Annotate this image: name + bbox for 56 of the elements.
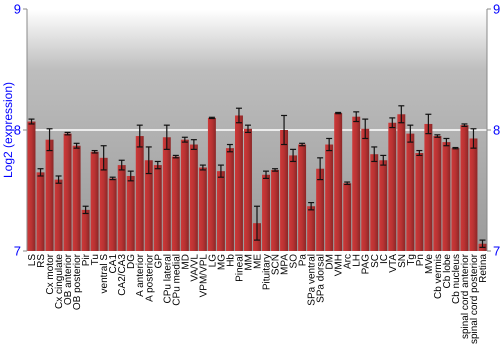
x-tick-label: Cb nucleus [450,254,462,304]
x-tick-label: VA/VL [189,254,200,282]
x-tick-label: SC [370,254,381,268]
x-tick-label: Hb [225,254,236,267]
x-tick-label: Retina [478,254,489,283]
x-tick-label: A posterior [144,253,156,302]
x-tick-label: CA2/CA3 [117,254,128,296]
x-tick-label: RS [36,254,48,268]
x-tick-label: MPA [280,254,291,275]
x-tick-label: A anterior [135,253,146,297]
x-tick-label: Pir [81,253,92,266]
y-tick-label: 8 [14,122,21,138]
y2-tick-label: 8 [493,122,500,138]
y-tick-label: 7 [14,244,21,259]
x-tick-label: Cb vermis [432,254,444,300]
x-tick-label: SCN [270,254,282,276]
x-tick-label: DG [126,254,138,269]
x-tick-label: SO [288,254,300,268]
x-tick-label: spinal cord anterior [460,253,471,340]
x-tick-label: PAG [360,254,372,274]
x-tick-label: Pn [414,254,426,266]
x-tick-label: Cb lobe [442,254,453,288]
x-tick-label: CPu lateral [162,254,174,304]
x-tick-label: DM [324,254,336,270]
x-tick-label: MVe [424,254,435,274]
x-tick-label: spinal cord posterior [468,253,480,344]
y-axis-title: Log2 (expression) [1,82,15,178]
x-tick-label: LS [27,254,38,266]
x-tick-label: CA1 [108,254,120,274]
x-tick-label: Pituitary [262,254,273,290]
x-tick-label: SN [396,254,408,268]
x-tick-label: VTA [388,254,399,273]
x-tick-label: SPa dorsal [316,254,327,303]
x-tick-label: OB posterior [72,253,84,310]
x-tick-label: OB anterior [63,253,74,306]
x-tick-label: LG [207,254,218,268]
y-tick-label: 9 [14,2,21,17]
x-tick-label: Arc [342,254,354,269]
x-tick-label: CPu medial [171,254,182,306]
x-tick-label: MM [243,254,254,271]
x-tick-label: MG [216,254,228,270]
y2-tick-label: 9 [493,2,500,17]
x-tick-label: VPM/VPL [198,254,210,298]
x-tick-label: Cx cingulate [54,254,66,310]
x-tick-label: Tu [90,254,102,266]
x-tick-label: Pa [298,254,309,266]
y2-tick-label: 7 [493,244,500,259]
x-tick-label: MD [180,254,192,270]
x-tick-label: ventral S [99,254,110,294]
x-tick-label: Pineal [234,254,246,282]
x-tick-label: VMH [334,254,345,276]
x-tick-label: IC [378,254,390,264]
x-tick-label: Tg [406,254,417,266]
x-tick-label: ME [252,254,264,269]
x-tick-label: GP [153,254,164,268]
x-tick-label: LH [352,254,363,267]
